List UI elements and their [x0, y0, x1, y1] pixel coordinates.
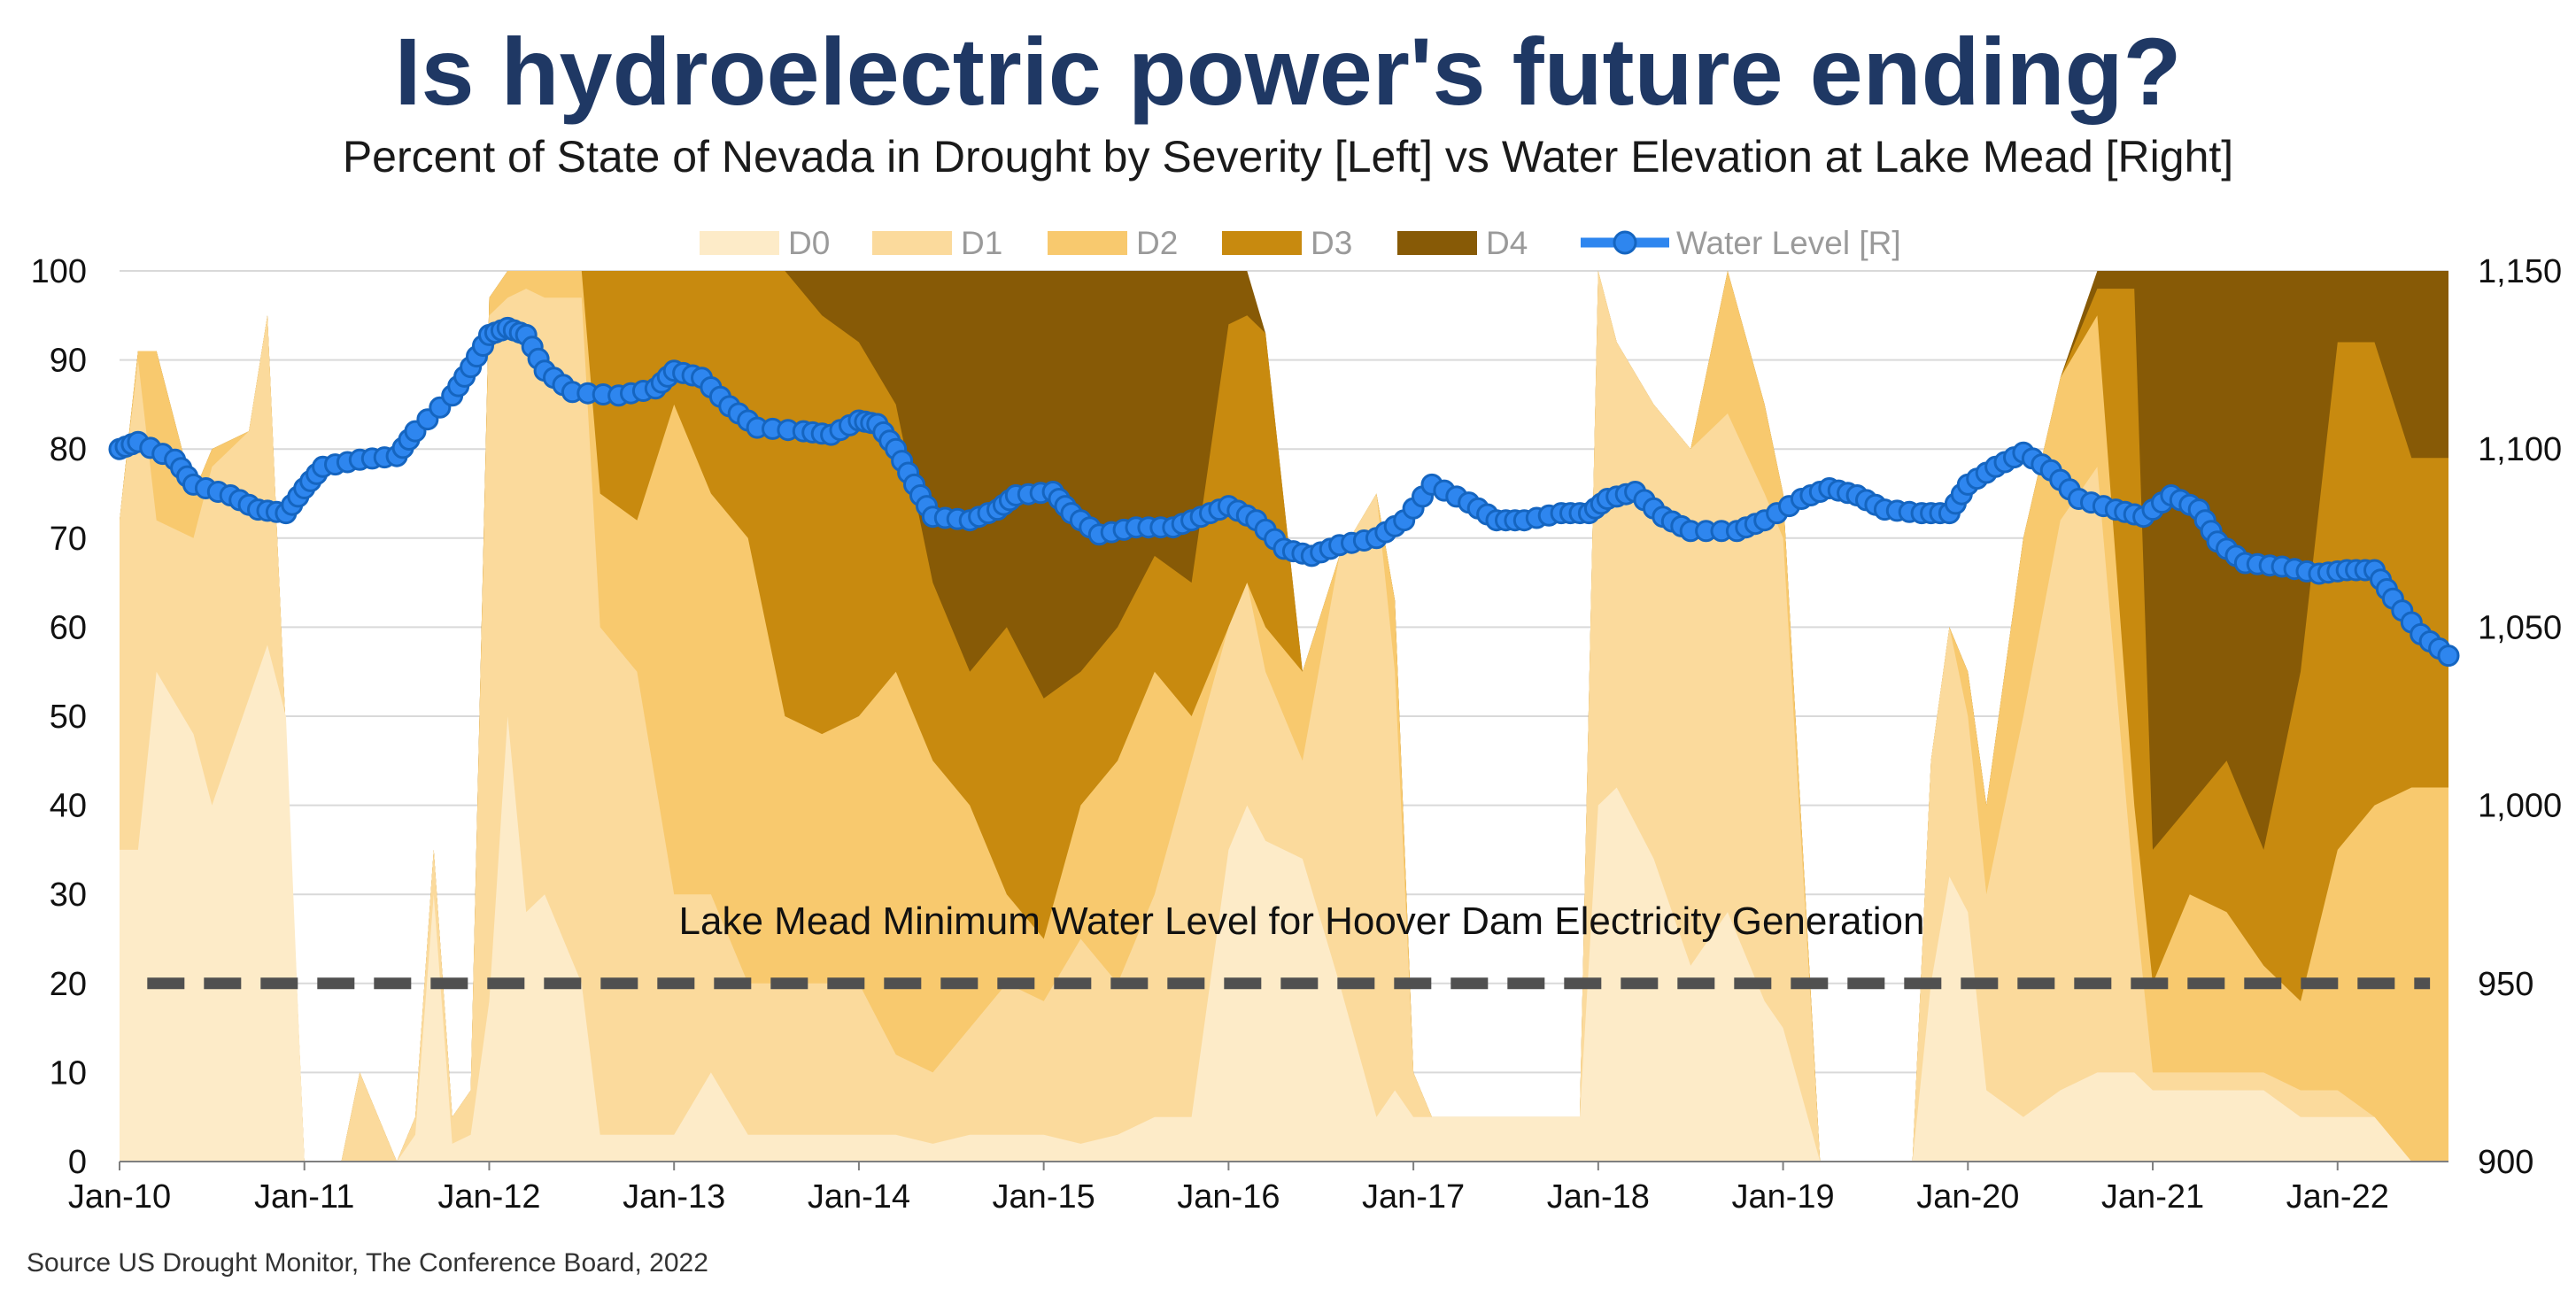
- y-axis-left: 0 10 20 30 40 50 60 70 80 90 100: [31, 253, 87, 1181]
- legend-label: D3: [1311, 225, 1352, 261]
- legend-label: D0: [788, 225, 830, 261]
- y-right-tick-label: 900: [2478, 1144, 2533, 1181]
- y-left-tick-label: 80: [50, 431, 87, 468]
- y-right-tick-label: 950: [2478, 966, 2533, 1003]
- water-level-series: [108, 316, 2460, 668]
- legend-label: D4: [1486, 225, 1528, 261]
- y-axis-right: 900 950 1,000 1,050 1,100 1,150: [2478, 253, 2562, 1181]
- legend: D0 D1 D2 D3 D4 Water Level [R]: [700, 225, 1901, 261]
- y-left-tick-label: 60: [50, 609, 87, 646]
- x-tick-label: Jan-12: [437, 1178, 540, 1216]
- legend-swatch-water-marker: [1613, 230, 1637, 255]
- chart-subtitle: Percent of State of Nevada in Drought by…: [342, 132, 2234, 181]
- legend-label: D2: [1136, 225, 1178, 261]
- y-left-tick-label: 30: [50, 876, 87, 914]
- legend-label: Water Level [R]: [1676, 225, 1901, 261]
- y-left-tick-label: 70: [50, 521, 87, 558]
- legend-label: D1: [961, 225, 1002, 261]
- y-left-tick-label: 90: [50, 343, 87, 380]
- y-left-tick-label: 10: [50, 1054, 87, 1092]
- y-right-tick-label: 1,000: [2478, 788, 2562, 825]
- x-tick-label: Jan-22: [2286, 1178, 2389, 1216]
- x-tick-label: Jan-20: [1916, 1178, 2019, 1216]
- x-tick-label: Jan-10: [68, 1178, 171, 1216]
- y-right-tick-label: 1,050: [2478, 609, 2562, 646]
- water-level-marker: [2437, 645, 2460, 668]
- x-tick-label: Jan-18: [1547, 1178, 1650, 1216]
- x-tick-label: Jan-17: [1362, 1178, 1465, 1216]
- min-level-annotation: Lake Mead Minimum Water Level for Hoover…: [679, 899, 1925, 943]
- x-axis: Jan-10 Jan-11 Jan-12 Jan-13 Jan-14 Jan-15 Jan-…: [68, 1161, 2448, 1216]
- x-tick-label: Jan-19: [1731, 1178, 1834, 1216]
- legend-swatch-d3: [1222, 231, 1302, 255]
- x-tick-label: Jan-14: [808, 1178, 910, 1216]
- x-tick-label: Jan-11: [254, 1178, 354, 1216]
- x-tick-label: Jan-21: [2101, 1178, 2204, 1216]
- legend-swatch-d0: [700, 231, 779, 255]
- legend-swatch-d2: [1048, 231, 1127, 255]
- x-tick-label: Jan-13: [623, 1178, 725, 1216]
- x-tick-label: Jan-16: [1177, 1178, 1280, 1216]
- area-d1: [120, 271, 2448, 1162]
- area-d0: [120, 645, 2448, 1162]
- legend-swatch-d1: [872, 231, 952, 255]
- y-left-tick-label: 50: [50, 699, 87, 736]
- y-left-tick-label: 0: [68, 1144, 87, 1181]
- x-tick-label: Jan-15: [993, 1178, 1095, 1216]
- source-note: Source US Drought Monitor, The Conferenc…: [27, 1248, 708, 1278]
- legend-swatch-d4: [1397, 231, 1477, 255]
- y-left-tick-label: 40: [50, 788, 87, 825]
- chart-title: Is hydroelectric power's future ending?: [394, 18, 2182, 125]
- y-right-tick-label: 1,100: [2478, 431, 2562, 468]
- y-left-tick-label: 20: [50, 966, 87, 1003]
- y-right-tick-label: 1,150: [2478, 253, 2562, 290]
- y-left-tick-label: 100: [31, 253, 87, 290]
- drought-areas: [120, 271, 2448, 1162]
